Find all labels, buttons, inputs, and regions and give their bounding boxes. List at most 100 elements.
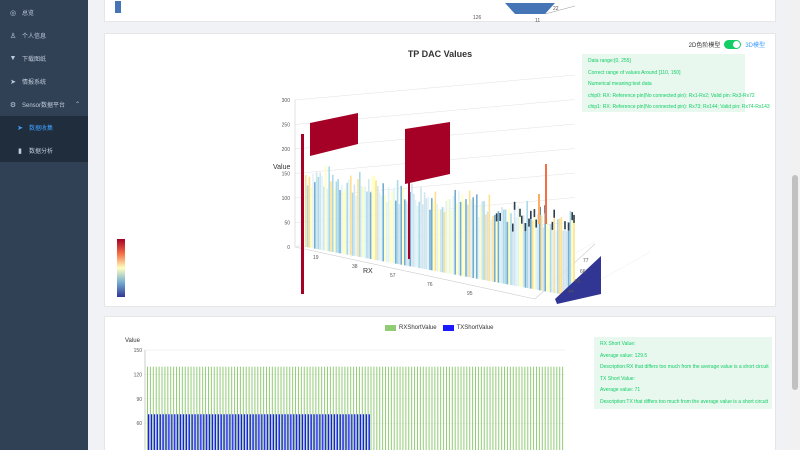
bar-rx[interactable] <box>176 366 178 450</box>
bar-rx[interactable] <box>547 366 549 450</box>
bar-tx[interactable] <box>208 414 211 450</box>
bar-rx[interactable] <box>280 366 282 450</box>
bar-rx[interactable] <box>382 366 384 450</box>
bar-tx[interactable] <box>345 414 347 450</box>
bar-rx[interactable] <box>443 366 445 450</box>
bar-rx[interactable] <box>445 366 447 450</box>
bar-rx[interactable] <box>164 366 166 450</box>
bar-tx[interactable] <box>333 414 336 450</box>
bar-rx[interactable] <box>535 366 537 450</box>
bar-tx[interactable] <box>249 414 251 450</box>
bar-rx[interactable] <box>257 366 259 450</box>
bar-rx[interactable] <box>419 366 421 450</box>
bar-rx[interactable] <box>190 366 192 450</box>
bar-tx[interactable] <box>237 414 240 450</box>
bar-rx[interactable] <box>512 366 514 450</box>
sidebar-item-overview[interactable]: ◎ 总览 <box>0 1 88 24</box>
bar-rx[interactable] <box>347 366 349 450</box>
bar-chart[interactable]: Value 60 90 120 150 <box>105 317 585 450</box>
bar-rx[interactable] <box>158 366 160 450</box>
bar-rx[interactable] <box>178 366 180 450</box>
bar-rx[interactable] <box>454 366 456 450</box>
bar-tx[interactable] <box>301 414 304 450</box>
bar-rx[interactable] <box>222 366 224 450</box>
bar-rx[interactable] <box>399 366 401 450</box>
bar-tx[interactable] <box>179 414 182 450</box>
bar-tx[interactable] <box>336 414 338 450</box>
bar-rx[interactable] <box>390 366 392 450</box>
bar-rx[interactable] <box>416 366 418 450</box>
bar-rx[interactable] <box>385 366 387 450</box>
sidebar-item-intel[interactable]: ➤ 情报系统 <box>0 70 88 93</box>
bar-rx[interactable] <box>524 366 526 450</box>
bar-rx[interactable] <box>155 366 157 450</box>
bar-tx[interactable] <box>214 414 217 450</box>
bar-rx[interactable] <box>242 366 244 450</box>
bar-tx[interactable] <box>156 414 159 450</box>
bar-tx[interactable] <box>313 414 315 450</box>
bar-rx[interactable] <box>396 366 398 450</box>
bar-rx[interactable] <box>199 366 201 450</box>
bar-tx[interactable] <box>252 414 254 450</box>
bar-tx[interactable] <box>182 414 185 450</box>
bar-rx[interactable] <box>518 366 520 450</box>
bar-rx[interactable] <box>556 366 558 450</box>
bar-rx[interactable] <box>289 366 291 450</box>
bar-rx[interactable] <box>527 366 529 450</box>
bar-rx[interactable] <box>466 366 468 450</box>
bar-rx[interactable] <box>228 366 230 450</box>
bar-tx[interactable] <box>174 414 176 450</box>
bar-tx[interactable] <box>272 414 275 450</box>
bar-tx[interactable] <box>322 414 324 450</box>
bar-rx[interactable] <box>350 366 352 450</box>
bar-tx[interactable] <box>284 414 286 450</box>
bar-rx[interactable] <box>411 366 413 450</box>
sidebar-item-download[interactable]: ▼ 下载图纸 <box>0 47 88 70</box>
bar-tx[interactable] <box>298 414 301 450</box>
bar-rx[interactable] <box>147 366 148 450</box>
bar-tx[interactable] <box>243 414 246 450</box>
bar-tx[interactable] <box>232 414 234 450</box>
bar-rx[interactable] <box>326 366 328 450</box>
bar-rx[interactable] <box>472 366 474 450</box>
bar-rx[interactable] <box>434 366 436 450</box>
bar-rx[interactable] <box>469 366 471 450</box>
bar-rx[interactable] <box>167 366 169 450</box>
legend-item-tx[interactable]: TXShortValue <box>442 325 494 331</box>
bar-tx[interactable] <box>351 414 353 450</box>
bar-tx[interactable] <box>368 414 370 450</box>
bar-rx[interactable] <box>309 366 311 450</box>
bar-rx[interactable] <box>329 366 331 450</box>
bar-tx[interactable] <box>316 414 318 450</box>
bar-tx[interactable] <box>310 414 312 450</box>
bar-rx[interactable] <box>234 366 236 450</box>
bar-tx[interactable] <box>362 414 365 450</box>
bar-rx[interactable] <box>448 366 450 450</box>
bar-rx[interactable] <box>515 366 517 450</box>
bar-tx[interactable] <box>197 414 199 450</box>
bar-tx[interactable] <box>159 414 161 450</box>
bar-tx[interactable] <box>296 414 298 450</box>
sidebar-group-header[interactable]: ⚙ Sensor数据平台 <box>0 93 88 116</box>
bar-tx[interactable] <box>168 414 170 450</box>
bar-rx[interactable] <box>338 366 340 450</box>
bar-rx[interactable] <box>210 366 212 450</box>
bar-rx[interactable] <box>254 366 256 450</box>
bar-tx[interactable] <box>290 414 292 450</box>
bar-rx[interactable] <box>341 366 343 450</box>
bar-rx[interactable] <box>533 366 535 450</box>
bar-tx[interactable] <box>171 414 173 450</box>
bar-rx[interactable] <box>353 366 355 450</box>
bar-rx[interactable] <box>498 366 500 450</box>
scrollbar-thumb[interactable] <box>792 175 798 390</box>
visual-map-colorbar[interactable] <box>117 239 125 297</box>
bar-rx[interactable] <box>393 366 395 450</box>
bar-tx[interactable] <box>148 414 150 450</box>
bar-rx[interactable] <box>428 366 430 450</box>
bar-tx[interactable] <box>357 414 359 450</box>
bar-rx[interactable] <box>292 366 294 450</box>
bar-rx[interactable] <box>187 366 189 450</box>
bar-tx[interactable] <box>220 414 222 450</box>
bar-tx[interactable] <box>293 414 295 450</box>
bar-rx[interactable] <box>184 366 186 450</box>
